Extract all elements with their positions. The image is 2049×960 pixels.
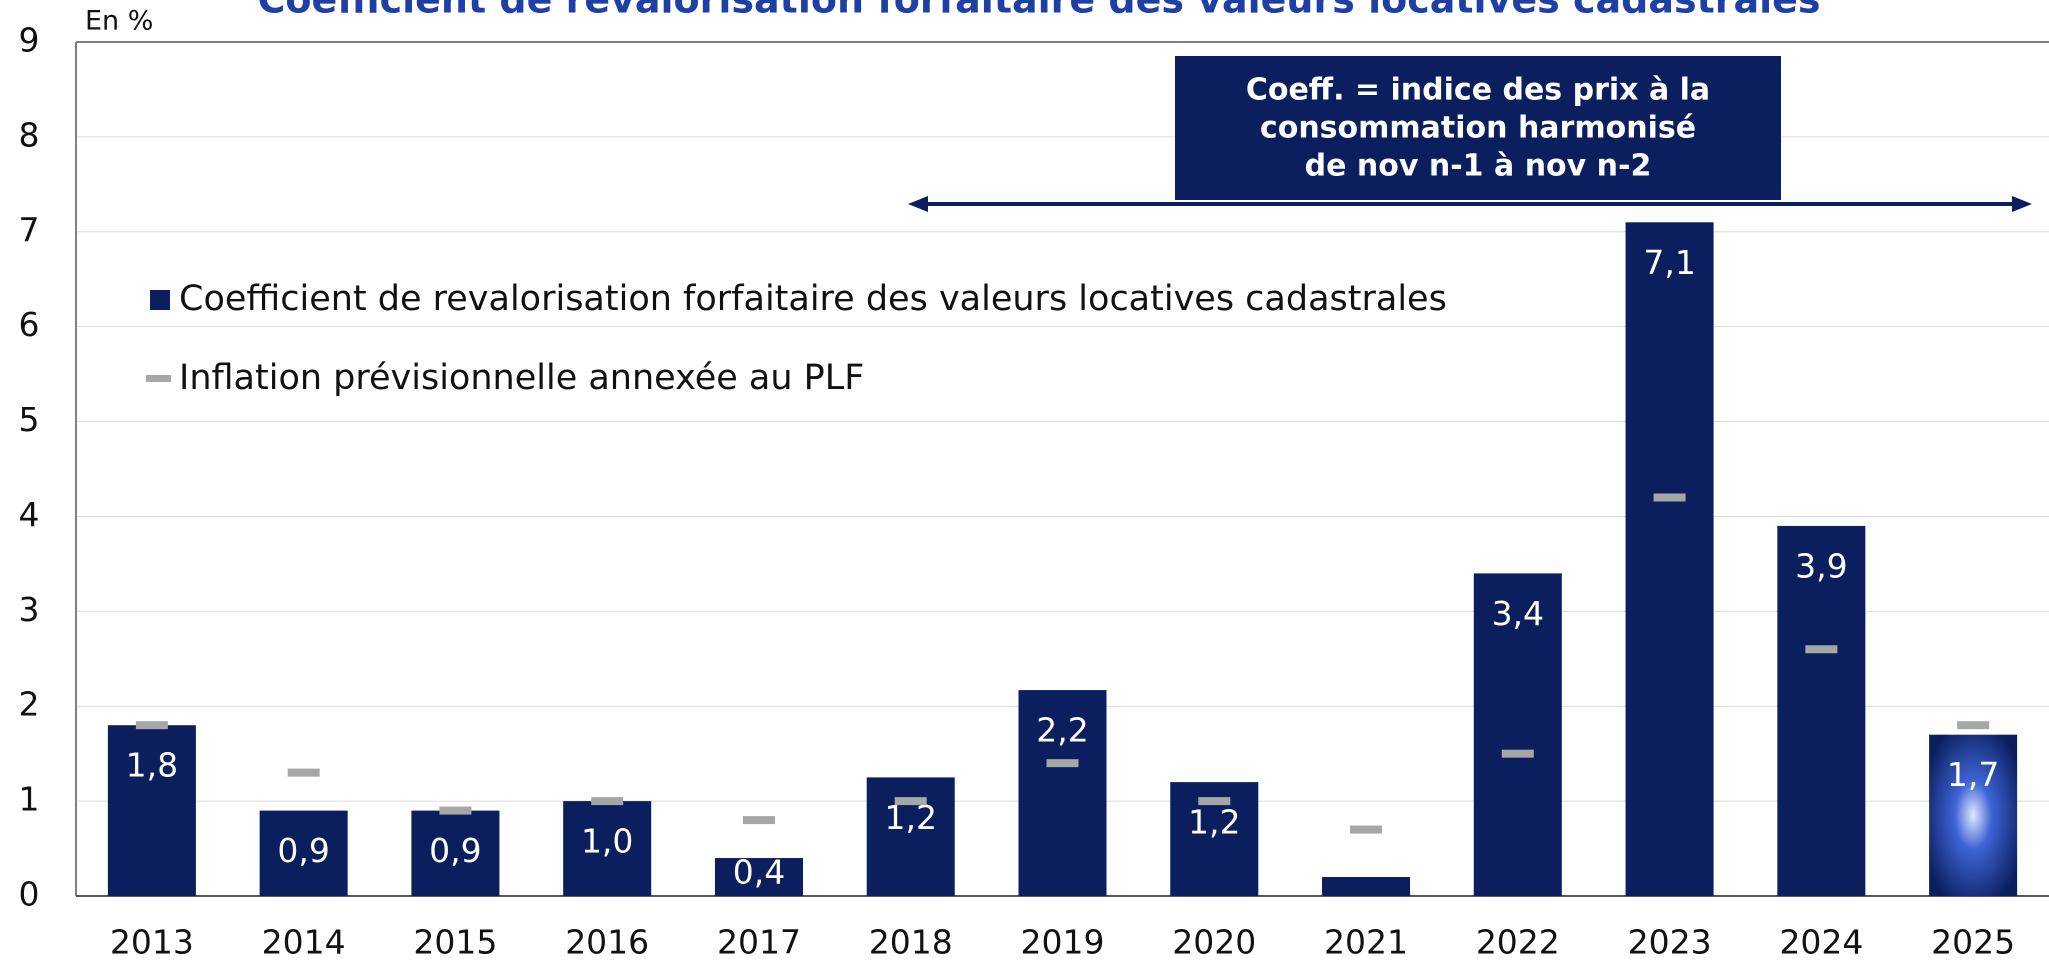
bar bbox=[107, 725, 196, 896]
value-label: 1,8 bbox=[126, 746, 178, 785]
inflation-marker bbox=[439, 806, 472, 815]
y-tick-label: 2 bbox=[19, 685, 40, 724]
y-tick-label: 4 bbox=[19, 495, 40, 534]
inflation-marker bbox=[287, 768, 320, 777]
legend-label: Coefficient de revalorisation forfaitair… bbox=[179, 279, 1447, 319]
x-tick-label: 2019 bbox=[1021, 923, 1105, 960]
value-label: 1,0 bbox=[581, 822, 633, 861]
bar bbox=[563, 801, 652, 896]
inflation-marker bbox=[1350, 825, 1383, 834]
inflation-marker bbox=[1957, 721, 1990, 730]
annotation-arrow bbox=[908, 196, 2032, 212]
value-label: 1,7 bbox=[1947, 755, 1999, 794]
annotation-text: consommation harmonisé bbox=[1260, 111, 1696, 146]
bar bbox=[1473, 573, 1562, 896]
bar bbox=[411, 810, 500, 896]
inflation-marker bbox=[1653, 493, 1686, 502]
value-label: 7,1 bbox=[1643, 243, 1695, 282]
value-label: 0,4 bbox=[733, 853, 785, 892]
y-tick-label: 3 bbox=[19, 590, 40, 629]
chart-title: Coefficient de revalorisation forfaitair… bbox=[257, 0, 1820, 22]
inflation-marker bbox=[591, 797, 624, 806]
annotation-box bbox=[1175, 56, 1781, 200]
bar bbox=[259, 810, 348, 896]
inflation-marker bbox=[1805, 645, 1838, 654]
inflation-marker bbox=[135, 721, 168, 730]
bar bbox=[1322, 877, 1411, 896]
x-tick-label: 2025 bbox=[1931, 923, 2015, 960]
bar bbox=[1625, 222, 1714, 897]
x-tick-label: 2016 bbox=[565, 923, 649, 960]
inflation-marker bbox=[894, 797, 927, 806]
x-tick-label: 2022 bbox=[1476, 923, 1560, 960]
y-tick-label: 7 bbox=[19, 210, 40, 249]
inflation-marker bbox=[1198, 797, 1231, 806]
value-label: 2,2 bbox=[1036, 711, 1088, 750]
y-tick-label: 6 bbox=[19, 305, 40, 344]
y-tick-label: 8 bbox=[19, 115, 40, 154]
legend-swatch bbox=[150, 290, 170, 310]
plot-area bbox=[75, 41, 2049, 897]
x-tick-label: 2024 bbox=[1779, 923, 1863, 960]
y-tick-label: 5 bbox=[19, 400, 40, 439]
x-tick-label: 2014 bbox=[262, 923, 346, 960]
x-tick-label: 2021 bbox=[1324, 923, 1408, 960]
inflation-marker bbox=[1501, 749, 1534, 758]
x-tick-label: 2023 bbox=[1628, 923, 1712, 960]
value-label: 3,9 bbox=[1795, 546, 1847, 585]
value-label: 0,9 bbox=[429, 831, 481, 870]
inflation-marker bbox=[1046, 759, 1079, 768]
annotation-text: de nov n-1 à nov n-2 bbox=[1305, 149, 1652, 184]
y-tick-label: 0 bbox=[19, 875, 40, 914]
x-tick-label: 2020 bbox=[1172, 923, 1256, 960]
legend-label: Inflation prévisionnelle annexée au PLF bbox=[179, 358, 864, 398]
x-tick-label: 2013 bbox=[110, 923, 194, 960]
y-tick-label: 1 bbox=[19, 780, 40, 819]
x-tick-label: 2015 bbox=[413, 923, 497, 960]
inflation-marker bbox=[742, 816, 775, 825]
bar bbox=[1777, 525, 1866, 896]
annotation-text: Coeff. = indice des prix à la bbox=[1246, 73, 1710, 108]
bar bbox=[1929, 734, 2018, 896]
legend-swatch bbox=[146, 375, 171, 382]
x-tick-label: 2018 bbox=[869, 923, 953, 960]
y-tick-label: 9 bbox=[19, 21, 40, 60]
value-label: 0,9 bbox=[277, 831, 329, 870]
bar bbox=[714, 858, 803, 896]
y-axis-label: En % bbox=[85, 6, 153, 37]
value-label: 3,4 bbox=[1492, 594, 1544, 633]
value-label: 1,2 bbox=[1188, 803, 1240, 842]
x-tick-label: 2017 bbox=[717, 923, 801, 960]
bar bbox=[1018, 690, 1107, 896]
